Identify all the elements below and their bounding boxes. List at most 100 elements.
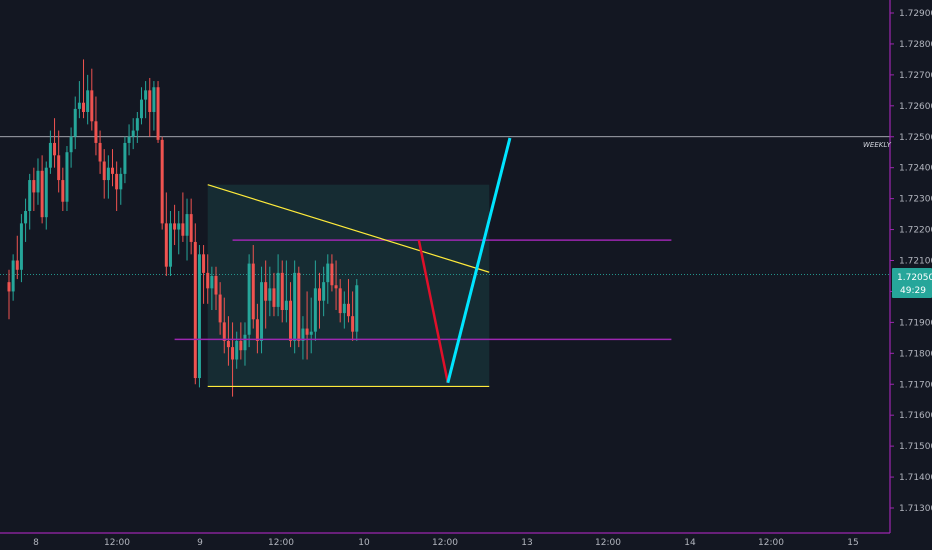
candle-body [115,173,119,190]
candle-body [82,102,86,112]
candle-body [119,173,123,190]
candle-body [276,272,280,307]
candle-body [106,167,110,181]
candle-body [181,223,185,236]
candle-body [173,223,177,230]
candle-body [57,155,61,181]
y-tick-label: 1.72400 [899,164,932,174]
candle-body [255,319,259,341]
candle-body [185,214,189,236]
candle-body [73,108,77,137]
candle-body [268,288,272,301]
candle-body [251,263,255,320]
candle-body [351,316,355,332]
candle-body [53,142,57,156]
projection-up-line [446,137,512,384]
candle-body [309,331,313,335]
x-tick-label: 8 [33,538,39,548]
y-tick-label: 1.72800 [899,40,932,50]
y-tick-label: 1.72500 [899,133,932,143]
countdown-label: 49:29 [900,286,926,296]
candle-body [260,282,264,341]
candle-body [77,102,81,109]
candle-body [102,161,106,181]
candle-body [226,340,230,348]
candle-body [239,340,243,351]
candle-body [69,136,73,153]
candle-body [36,170,40,193]
y-tick-label: 1.71400 [899,473,932,483]
candle-body [11,260,15,292]
candle-body [231,347,235,360]
candle-body [280,272,284,310]
y-tick-label: 1.72900 [899,9,932,19]
candle-body [293,272,297,341]
candles [7,59,359,397]
candle-body [90,90,94,122]
candle-body [139,99,143,119]
x-tick-label: 15 [847,538,858,548]
candle-body [247,263,251,335]
candle-body [131,130,135,137]
candle-body [148,90,152,112]
candle-body [210,275,214,289]
candle-body [284,300,288,310]
candle-body [164,223,168,267]
x-tick-label: 14 [684,538,696,548]
candle-body [197,254,201,379]
candle-body [48,142,52,168]
y-tick-label: 1.71900 [899,318,932,328]
y-tick-label: 1.72200 [899,226,932,236]
candle-body [214,275,218,295]
candle-body [322,282,326,301]
candle-body [338,288,342,314]
candle-body [305,328,309,335]
candle-body [111,167,114,174]
candle-body [243,334,247,351]
candle-body [127,136,131,143]
x-tick-label: 12:00 [104,538,130,548]
candle-body [32,180,36,193]
candle-body [123,142,127,174]
candle-body [342,303,346,314]
candle-body [135,118,139,131]
candle-body [177,223,181,230]
projection-down-line [417,239,450,383]
y-tick-label: 1.71300 [899,504,932,514]
candle-body [272,288,276,307]
candle-body [235,340,239,360]
y-tick-label: 1.72300 [899,195,932,205]
candle-body [40,170,44,218]
x-tick-label: 12:00 [432,538,458,548]
candle-body [218,294,222,323]
y-tick-label: 1.71800 [899,349,932,359]
x-axis[interactable]: 8 12:00 9 12:00 10 12:00 13 12:00 14 12:00 15 [33,538,859,548]
x-tick-label: 10 [358,538,370,548]
current-price-tag-bg [892,268,932,298]
x-tick-label: 12:00 [595,538,621,548]
candle-body [326,263,330,283]
triangle-top-line [207,184,490,273]
candle-body [318,288,321,301]
drawings-front [174,137,672,388]
candle-body [98,142,102,162]
candle-body [355,285,359,332]
candle-body [156,87,160,140]
y-tick-label: 1.71600 [899,411,932,421]
candle-body [168,223,172,267]
candle-body [289,300,293,341]
x-tick-label: 12:00 [268,538,294,548]
candle-body [24,211,28,224]
candle-body [44,167,48,218]
candle-body [15,260,19,270]
current-price-tag: 1.72050 49:29 [892,268,932,298]
x-tick-label: 12:00 [758,538,784,548]
candle-body [189,214,193,242]
candle-body [301,328,305,341]
candle-body [193,241,197,379]
candle-body [7,282,11,292]
candle-body [94,121,98,143]
y-tick-label: 1.72700 [899,71,932,81]
candle-body [65,152,69,202]
